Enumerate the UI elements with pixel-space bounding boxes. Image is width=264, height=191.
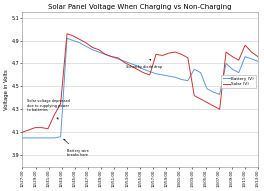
Battery (V) (46, 137, 50, 139)
Solar (V) (21, 131, 24, 133)
Battery (V) (123, 60, 126, 62)
Solar (V) (193, 94, 196, 97)
Battery (V) (84, 45, 88, 47)
Solar (V) (180, 53, 183, 55)
Solar (V) (123, 61, 126, 63)
Text: Battery wire
breaks here: Battery wire breaks here (64, 139, 89, 157)
Battery (V) (173, 76, 177, 78)
Battery (V) (110, 55, 113, 58)
Battery (V) (135, 65, 139, 67)
Solar (V) (250, 51, 253, 53)
Solar (V) (142, 71, 145, 74)
Solar (V) (154, 53, 158, 55)
Battery (V) (224, 62, 228, 65)
Line: Solar (V): Solar (V) (22, 34, 258, 132)
Battery (V) (21, 137, 24, 139)
Solar (V) (173, 51, 177, 53)
Solar (V) (205, 101, 209, 104)
Battery (V) (103, 53, 107, 55)
Battery (V) (40, 137, 43, 139)
Solar (V) (231, 55, 234, 58)
Battery (V) (116, 58, 120, 60)
Solar (V) (53, 114, 56, 116)
Solar (V) (78, 38, 81, 40)
Battery (V) (65, 37, 69, 39)
Battery (V) (193, 68, 196, 70)
Solar (V) (84, 42, 88, 44)
Solar (V) (243, 44, 247, 46)
Battery (V) (205, 87, 209, 90)
Battery (V) (59, 136, 62, 138)
Solar (V) (116, 57, 120, 59)
Battery (V) (78, 42, 81, 44)
Solar (V) (110, 55, 113, 58)
Solar (V) (167, 52, 170, 54)
Solar (V) (135, 68, 139, 70)
Battery (V) (161, 74, 164, 76)
Title: Solar Panel Voltage When Charging vs Non-Charging: Solar Panel Voltage When Charging vs Non… (48, 4, 232, 10)
Solar (V) (256, 55, 260, 58)
Battery (V) (34, 137, 37, 139)
Text: Solar voltage depressed
due to supplying power
to batteries: Solar voltage depressed due to supplying… (27, 99, 70, 119)
Battery (V) (237, 71, 240, 74)
Solar (V) (186, 57, 190, 59)
Solar (V) (129, 65, 132, 67)
Battery (V) (199, 71, 202, 74)
Battery (V) (129, 62, 132, 65)
Line: Battery (V): Battery (V) (22, 38, 258, 138)
Solar (V) (34, 126, 37, 129)
Solar (V) (103, 53, 107, 55)
Y-axis label: Voltage in Volts: Voltage in Volts (4, 69, 9, 110)
Solar (V) (91, 46, 94, 49)
Battery (V) (72, 39, 75, 42)
Battery (V) (180, 78, 183, 81)
Solar (V) (65, 32, 69, 35)
Solar (V) (212, 105, 215, 107)
Battery (V) (250, 58, 253, 60)
Battery (V) (256, 60, 260, 62)
Solar (V) (218, 108, 221, 110)
Battery (V) (186, 79, 190, 82)
Solar (V) (224, 51, 228, 53)
Solar (V) (199, 98, 202, 100)
Solar (V) (59, 102, 62, 105)
Battery (V) (154, 73, 158, 75)
Legend: Battery (V), Solar (V): Battery (V), Solar (V) (221, 75, 256, 88)
Solar (V) (161, 54, 164, 57)
Battery (V) (148, 70, 151, 73)
Battery (V) (142, 68, 145, 70)
Battery (V) (212, 91, 215, 93)
Solar (V) (72, 35, 75, 37)
Battery (V) (218, 93, 221, 96)
Battery (V) (231, 68, 234, 70)
Text: Schottky diode drop: Schottky diode drop (126, 59, 162, 69)
Battery (V) (27, 137, 30, 139)
Solar (V) (148, 74, 151, 76)
Battery (V) (243, 55, 247, 58)
Battery (V) (91, 49, 94, 51)
Solar (V) (40, 126, 43, 129)
Solar (V) (237, 59, 240, 61)
Battery (V) (53, 137, 56, 139)
Battery (V) (167, 75, 170, 77)
Solar (V) (27, 129, 30, 131)
Battery (V) (97, 51, 100, 53)
Solar (V) (46, 128, 50, 130)
Solar (V) (97, 49, 100, 51)
